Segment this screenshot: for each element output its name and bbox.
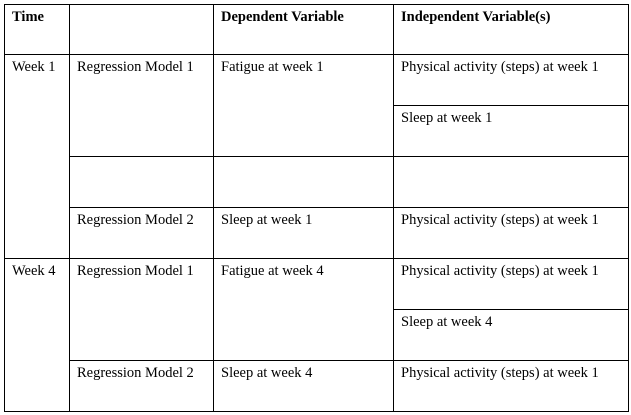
table-row: Week 4 Regression Model 1 Fatigue at wee… [4,258,629,412]
dependent-cell: Fatigue at week 4 [213,258,394,361]
independent-cell: Sleep at week 1 [393,105,629,157]
header-dependent-variable: Dependent Variable [213,4,394,55]
independent-cell [393,156,629,208]
dependent-cell: Fatigue at week 1 [213,54,394,157]
dependent-cell [213,156,394,208]
model-cell: Regression Model 2 [69,360,214,412]
time-cell-week-1: Week 1 [4,54,70,259]
header-independent-variables: Independent Variable(s) [393,4,629,55]
table-header-row: Time Dependent Variable Independent Vari… [4,4,629,55]
regression-models-table: Time Dependent Variable Independent Vari… [4,4,629,412]
table-row: Sleep at week 4 [5,309,629,361]
independent-cell: Physical activity (steps) at week 1 [393,360,629,412]
independent-cell: Physical activity (steps) at week 1 [393,207,629,259]
model-cell: Regression Model 1 [69,258,214,361]
model-cell [69,156,214,208]
table-row: Sleep at week 1 [5,105,629,157]
time-cell-week-4: Week 4 [4,258,70,412]
model-cell: Regression Model 2 [69,207,214,259]
model-cell: Regression Model 1 [69,54,214,157]
header-time: Time [4,4,70,55]
independent-cell: Physical activity (steps) at week 1 [393,258,629,310]
table-row: Regression Model 2 Sleep at week 4 Physi… [5,360,629,412]
header-model [69,4,214,55]
table-row-blank [5,156,629,208]
dependent-cell: Sleep at week 1 [213,207,394,259]
independent-cell: Sleep at week 4 [393,309,629,361]
dependent-cell: Sleep at week 4 [213,360,394,412]
table-row: Regression Model 2 Sleep at week 1 Physi… [5,207,629,259]
independent-cell: Physical activity (steps) at week 1 [393,54,629,106]
table-row: Week 1 Regression Model 1 Fatigue at wee… [4,54,629,259]
